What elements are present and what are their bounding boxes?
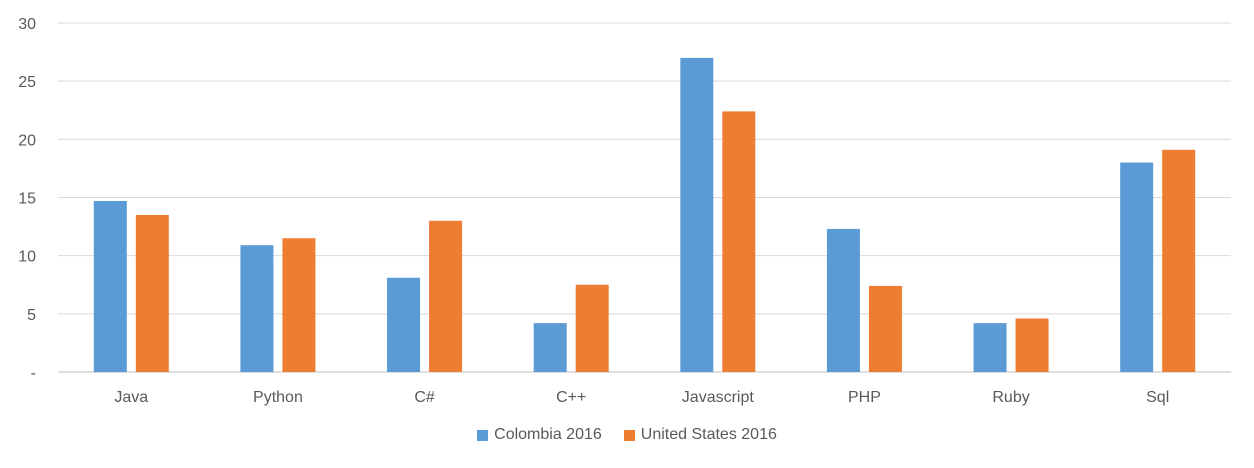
- bar-colombia: [533, 323, 567, 372]
- bar-united-states: [1015, 318, 1049, 372]
- legend-item-united-states: United States 2016: [623, 426, 777, 444]
- x-tick-label: C#: [414, 389, 435, 406]
- y-tick-label: 20: [18, 132, 36, 149]
- legend: Colombia 2016 United States 2016: [0, 426, 1254, 444]
- bar-united-states: [868, 285, 902, 372]
- legend-item-colombia: Colombia 2016: [477, 426, 602, 444]
- legend-swatch-united-states: [623, 429, 635, 441]
- x-tick-label: Python: [253, 389, 303, 406]
- bar-united-states: [135, 214, 169, 372]
- bar-colombia: [973, 323, 1007, 372]
- bar-united-states: [282, 238, 316, 372]
- x-tick-label: Javascript: [682, 389, 755, 406]
- y-tick-label: 5: [27, 307, 36, 324]
- bar-colombia: [826, 228, 860, 372]
- x-tick-label: Sql: [1146, 389, 1169, 406]
- bar-united-states: [722, 111, 756, 372]
- x-tick-label: Java: [114, 389, 148, 406]
- bar-colombia: [680, 57, 714, 373]
- bar-colombia: [93, 200, 127, 372]
- x-tick-label: C++: [556, 389, 586, 406]
- y-tick-label: -: [31, 365, 36, 382]
- x-tick-label: Ruby: [992, 389, 1029, 406]
- bar-colombia: [1120, 162, 1154, 372]
- bar-united-states: [1162, 149, 1196, 372]
- legend-label-united-states: United States 2016: [640, 426, 777, 443]
- y-tick-label: 15: [18, 191, 36, 208]
- legend-swatch-colombia: [477, 429, 489, 441]
- bar-colombia: [240, 245, 274, 372]
- y-tick-label: 25: [18, 74, 36, 91]
- x-tick-label: PHP: [848, 389, 881, 406]
- bar-chart: - 5 10 15 20 25 30 Java Python C# C++ Javascript PHP…: [18, 16, 1231, 406]
- y-tick-label: 30: [18, 16, 36, 33]
- bar-united-states: [429, 220, 463, 372]
- bar-colombia: [387, 277, 421, 372]
- y-tick-label: 10: [18, 249, 36, 266]
- bar-united-states: [575, 284, 609, 372]
- legend-label-colombia: Colombia 2016: [494, 426, 602, 443]
